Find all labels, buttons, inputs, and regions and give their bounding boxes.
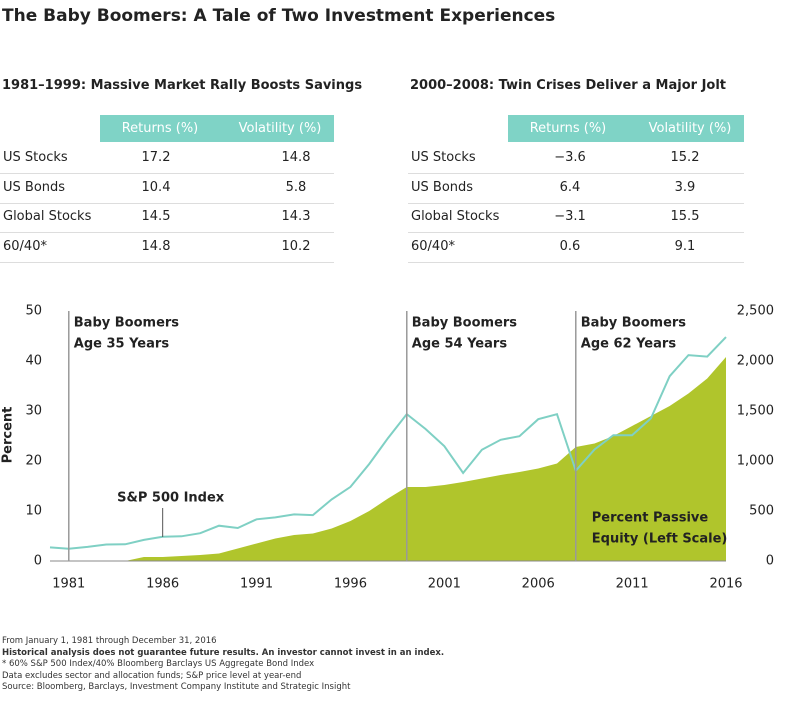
x-tick-label: 1986 [146, 577, 179, 592]
area [50, 357, 726, 561]
y2-tick-label: 1,000 [737, 454, 774, 469]
y2-tick-label: 500 [749, 504, 774, 519]
annotation: Baby Boomers [581, 316, 687, 331]
annotation: Baby Boomers [74, 316, 180, 331]
row-label: US Stocks [411, 150, 476, 165]
table-cell: 14.8 [141, 238, 171, 254]
row-label: Global Stocks [3, 209, 92, 224]
footnote: Historical analysis does not guarantee f… [2, 647, 445, 658]
table-cell: 3.9 [674, 179, 696, 195]
row-label: 60/40* [411, 238, 455, 254]
column-header: Volatility (%) [648, 121, 732, 136]
table-cell: 10.2 [281, 238, 311, 254]
row-label: US Bonds [3, 179, 66, 195]
x-tick-label: 2016 [709, 577, 742, 592]
x-tick-label: 1996 [334, 577, 367, 592]
x-tick-label: 2001 [428, 577, 461, 592]
annotation: Age 35 Years [74, 337, 170, 352]
table-cell: 10.4 [141, 179, 171, 195]
table-cell: 0.6 [559, 238, 581, 254]
y-axis-label: Percent [1, 407, 16, 464]
row-separator [0, 173, 334, 174]
footnote: From January 1, 1981 through December 31… [2, 636, 217, 646]
y2-tick-label: 2,500 [737, 304, 774, 319]
table-cell: 15.2 [670, 150, 700, 165]
table-cell: 14.8 [281, 150, 311, 165]
footnote: * 60% S&P 500 Index/40% Bloomberg Barcla… [2, 659, 315, 669]
footnote: Source: Bloomberg, Barclays, Investment … [2, 682, 351, 692]
annotation: Baby Boomers [412, 316, 518, 331]
x-tick-label: 1991 [240, 577, 273, 592]
y-tick-label: 50 [25, 304, 42, 319]
table-cell: 9.1 [674, 238, 696, 254]
table-cell: 5.8 [285, 179, 307, 195]
column-header: Returns (%) [529, 121, 607, 136]
table-header [508, 115, 744, 142]
footnote: Data excludes sector and allocation fund… [2, 670, 302, 681]
table-header [100, 115, 334, 142]
row-separator [408, 173, 744, 174]
table-cell: 14.5 [141, 209, 171, 224]
x-tick-label: 1981 [52, 577, 85, 592]
row-separator [0, 202, 334, 204]
x-tick-label: 2011 [616, 577, 649, 592]
y2-tick-label: 0 [766, 554, 774, 569]
y2-tick-label: 2,000 [737, 354, 774, 369]
table-cell: 15.5 [670, 209, 700, 224]
column-header: Returns (%) [121, 121, 199, 136]
series-label: Percent Passive [592, 511, 709, 526]
series-label: Equity (Left Scale) [592, 532, 728, 547]
table-cell: −3.6 [554, 150, 586, 165]
column-header: Volatility (%) [238, 121, 322, 136]
y-tick-label: 0 [34, 554, 42, 569]
row-label: Global Stocks [411, 209, 500, 224]
y-tick-label: 40 [25, 354, 42, 369]
table-title: 1981–1999: Massive Market Rally Boosts S… [2, 78, 363, 93]
table-cell: −3.1 [554, 209, 586, 224]
row-separator [408, 261, 744, 263]
row-label: US Bonds [411, 179, 474, 195]
table-cell: 14.3 [281, 209, 311, 224]
y2-tick-label: 1,500 [737, 404, 774, 419]
y-tick-label: 20 [25, 454, 42, 469]
table-cell: 17.2 [141, 150, 171, 165]
table-title: 2000–2008: Twin Crises Deliver a Major J… [410, 78, 727, 93]
table-cell: 6.4 [559, 179, 581, 195]
y-tick-label: 10 [25, 504, 42, 519]
annotation: Age 54 Years [412, 337, 508, 352]
row-label: 60/40* [3, 238, 47, 254]
row-separator [408, 202, 744, 204]
annotation: Age 62 Years [581, 337, 677, 352]
row-label: US Stocks [3, 150, 68, 165]
y-tick-label: 30 [25, 404, 42, 419]
row-separator [0, 232, 334, 233]
row-separator [0, 261, 334, 263]
row-separator [408, 232, 744, 233]
x-tick-label: 2006 [522, 577, 555, 592]
page-title: The Baby Boomers: A Tale of Two Investme… [2, 6, 556, 26]
series-label: S&P 500 Index [117, 491, 225, 506]
chart: Percent0102030405005001,0001,5002,0002,5… [1, 304, 775, 592]
